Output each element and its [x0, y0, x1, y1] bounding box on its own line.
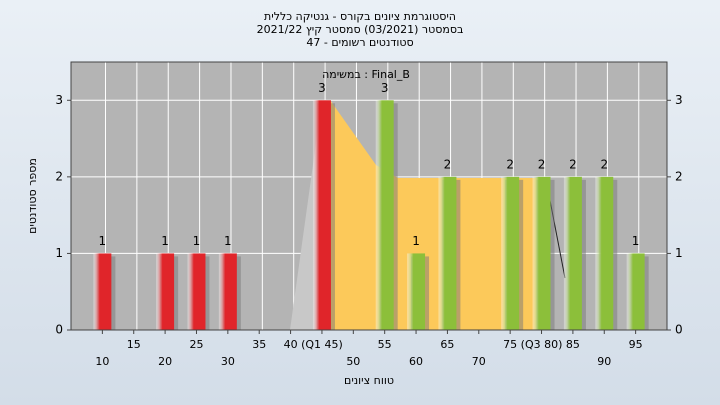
bar: [438, 176, 457, 330]
data-label: 1: [412, 234, 420, 248]
bar: [375, 100, 394, 331]
data-label: 3: [381, 81, 389, 95]
y-tick-label: 1: [55, 246, 63, 260]
data-label: 1: [632, 234, 640, 248]
annotation: במשימה : Final_B: [322, 68, 410, 81]
x-tick-label: 10: [95, 355, 109, 368]
y2-tick-label: 1: [675, 246, 683, 260]
x-tick-label: 55: [378, 338, 392, 351]
y2-tick-label: 3: [675, 93, 683, 107]
x-tick-label: 75: [503, 338, 517, 351]
bar: [218, 253, 237, 330]
chart-title: היסטוגרמת ציונים בקורס - גנטיקה כללית: [264, 10, 456, 23]
x-tick-label: 15: [127, 338, 141, 351]
x-tick-label: 40: [284, 338, 298, 351]
chart-subtitle: סטודנטים רשומים - 47: [306, 36, 413, 49]
x-tick-label: 50: [346, 355, 360, 368]
y-tick-label: 3: [55, 93, 63, 107]
bar: [501, 176, 520, 330]
data-label: 2: [600, 157, 608, 171]
bar: [532, 176, 551, 330]
data-label: 1: [224, 234, 232, 248]
bar: [312, 100, 331, 331]
bar: [626, 253, 645, 330]
bar: [407, 253, 426, 330]
y-tick-label: 2: [55, 169, 63, 183]
bar: [563, 176, 582, 330]
y2-tick-label: 2: [675, 169, 683, 183]
y-tick-label: 0: [55, 323, 63, 337]
plot-border: [70, 61, 668, 331]
data-label: 1: [161, 234, 169, 248]
bar: [93, 253, 112, 330]
x-tick-label: 70: [472, 355, 486, 368]
x-tick-label: 90: [597, 355, 611, 368]
x-tick-label: 20: [158, 355, 172, 368]
data-label: 3: [318, 81, 326, 95]
y2-tick-label: 0: [675, 323, 683, 337]
x-tick-label: 25: [189, 338, 203, 351]
x-tick-label: 35: [252, 338, 266, 351]
chart-subtitle: בסמסטר (03/2021) סמסטר קיץ 2021/22: [257, 23, 464, 36]
data-label: 1: [99, 234, 107, 248]
bar: [187, 253, 206, 330]
x-tick-label: 65: [440, 338, 454, 351]
x-tick-label: 30: [221, 355, 235, 368]
x-tick-label: 60: [409, 355, 423, 368]
x-tick-label: 95: [629, 338, 643, 351]
data-label: 2: [538, 157, 546, 171]
bar: [156, 253, 175, 330]
data-label: 2: [506, 157, 514, 171]
x-tick-label: (Q1 45): [301, 338, 343, 351]
data-label: 2: [444, 157, 452, 171]
x-tick-label: (Q3 80): [521, 338, 563, 351]
bars: 1 1 1 1 3 3 1 2 2 2 2 2 1: [93, 81, 649, 331]
bar: [595, 176, 614, 330]
x-axis-label: טווח ציונים: [344, 374, 394, 387]
data-label: 2: [569, 157, 577, 171]
x-tick-label: 85: [566, 338, 580, 351]
data-label: 1: [193, 234, 201, 248]
y-axis-label: מספר סטודנטים: [26, 158, 39, 234]
